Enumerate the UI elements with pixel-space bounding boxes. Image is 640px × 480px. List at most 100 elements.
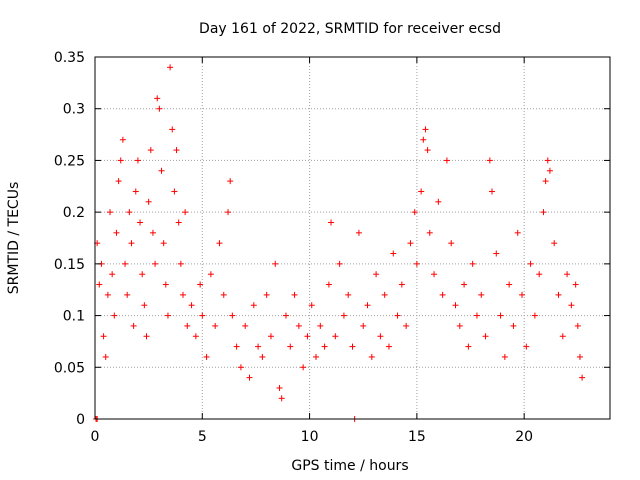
data-point bbox=[420, 136, 427, 143]
y-tick-label: 0.35 bbox=[54, 50, 85, 66]
data-point bbox=[246, 374, 253, 381]
data-point bbox=[308, 302, 315, 309]
data-point bbox=[278, 395, 285, 402]
data-point bbox=[237, 364, 244, 371]
data-point bbox=[207, 271, 214, 278]
data-point bbox=[411, 209, 418, 216]
data-point bbox=[514, 229, 521, 236]
data-point bbox=[167, 64, 174, 71]
data-point bbox=[452, 302, 459, 309]
data-point bbox=[527, 260, 534, 267]
data-point bbox=[506, 281, 513, 288]
data-point bbox=[134, 157, 141, 164]
chart-title: Day 161 of 2022, SRMTID for receiver ecs… bbox=[199, 21, 501, 37]
data-point bbox=[349, 343, 356, 350]
data-point bbox=[435, 198, 442, 205]
data-point bbox=[179, 291, 186, 298]
data-point bbox=[242, 322, 249, 329]
data-point bbox=[263, 291, 270, 298]
data-point bbox=[551, 240, 558, 247]
data-point bbox=[473, 312, 480, 319]
axis-tick-labels: 0 0.05 0.1 0.15 0.2 0.25 0.3 0.35 0 5 10 15 20 bbox=[54, 50, 533, 445]
data-point bbox=[203, 353, 210, 360]
data-point bbox=[169, 126, 176, 133]
y-tick-label: 0.3 bbox=[63, 102, 85, 118]
data-point bbox=[510, 322, 517, 329]
grid-layer bbox=[95, 57, 610, 419]
data-point bbox=[291, 291, 298, 298]
data-point bbox=[555, 291, 562, 298]
data-point bbox=[469, 260, 476, 267]
data-points bbox=[93, 64, 586, 422]
data-point bbox=[424, 147, 431, 154]
data-point bbox=[156, 105, 163, 112]
data-point bbox=[173, 147, 180, 154]
data-point bbox=[295, 322, 302, 329]
data-point bbox=[304, 333, 311, 340]
data-point bbox=[328, 219, 335, 226]
data-point bbox=[109, 271, 116, 278]
data-point bbox=[418, 188, 425, 195]
x-tick-label: 5 bbox=[198, 429, 207, 445]
data-point bbox=[443, 157, 450, 164]
y-tick-label: 0 bbox=[76, 412, 85, 428]
data-point bbox=[313, 353, 320, 360]
data-point bbox=[160, 240, 167, 247]
data-point bbox=[321, 343, 328, 350]
data-point bbox=[177, 260, 184, 267]
data-point bbox=[493, 250, 500, 257]
x-tick-label: 10 bbox=[301, 429, 319, 445]
data-point bbox=[381, 291, 388, 298]
data-point bbox=[130, 322, 137, 329]
data-point bbox=[336, 260, 343, 267]
y-tick-label: 0.05 bbox=[54, 360, 85, 376]
data-point bbox=[276, 384, 283, 391]
data-point bbox=[448, 240, 455, 247]
data-point bbox=[212, 322, 219, 329]
data-point bbox=[456, 322, 463, 329]
data-point bbox=[122, 260, 129, 267]
data-point bbox=[216, 240, 223, 247]
data-point bbox=[407, 240, 414, 247]
data-point bbox=[139, 271, 146, 278]
data-point bbox=[390, 250, 397, 257]
data-point bbox=[559, 333, 566, 340]
data-point bbox=[540, 209, 547, 216]
plot-frame bbox=[94, 56, 611, 420]
data-point bbox=[188, 302, 195, 309]
data-point bbox=[250, 302, 257, 309]
data-point bbox=[182, 209, 189, 216]
data-point bbox=[164, 312, 171, 319]
axis-ticks bbox=[94, 56, 610, 420]
data-point bbox=[325, 281, 332, 288]
data-point bbox=[413, 260, 420, 267]
data-point bbox=[199, 312, 206, 319]
data-point bbox=[104, 291, 111, 298]
data-point bbox=[536, 271, 543, 278]
data-point bbox=[128, 240, 135, 247]
data-point bbox=[184, 322, 191, 329]
data-point bbox=[147, 147, 154, 154]
data-point bbox=[482, 333, 489, 340]
data-point bbox=[225, 209, 232, 216]
data-point bbox=[272, 260, 279, 267]
data-point bbox=[523, 343, 530, 350]
data-point bbox=[373, 271, 380, 278]
data-point bbox=[501, 353, 508, 360]
data-point bbox=[340, 312, 347, 319]
data-point bbox=[192, 333, 199, 340]
data-point bbox=[360, 322, 367, 329]
data-point bbox=[162, 281, 169, 288]
data-point bbox=[141, 302, 148, 309]
data-point bbox=[100, 333, 107, 340]
data-point bbox=[355, 229, 362, 236]
data-point bbox=[439, 291, 446, 298]
data-point bbox=[403, 322, 410, 329]
data-point bbox=[461, 281, 468, 288]
data-point bbox=[137, 219, 144, 226]
data-point bbox=[124, 291, 131, 298]
data-point bbox=[282, 312, 289, 319]
data-point bbox=[175, 219, 182, 226]
data-point bbox=[385, 343, 392, 350]
data-point bbox=[287, 343, 294, 350]
